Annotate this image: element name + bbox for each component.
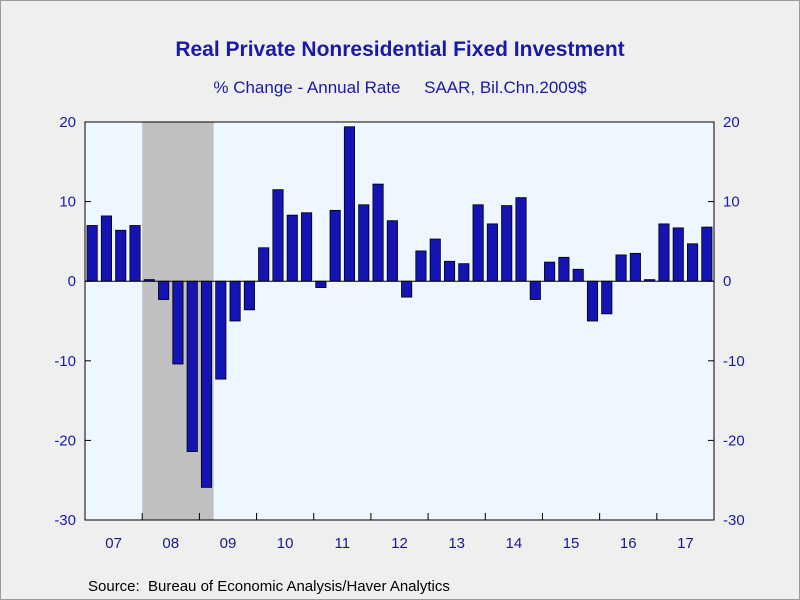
bar-2015Q1 [544,261,556,282]
x-tick-label: 14 [506,535,523,552]
y-tick-label-left: 0 [68,273,76,290]
bar-2016Q2 [615,254,627,282]
bar-2008Q4 [186,280,198,452]
x-tick-label: 10 [277,535,294,552]
bar-2010Q4 [301,212,313,282]
bar-2012Q2 [386,220,398,282]
source-note: Source: Bureau of Economic Analysis/Have… [88,578,450,595]
y-tick-label-left: -30 [54,512,76,529]
bar-2015Q2 [558,256,570,282]
plot-border [84,121,715,521]
y-tick-label-right: 10 [723,194,740,211]
bar-2010Q2 [272,189,284,282]
bar-2015Q3 [572,268,584,282]
y-tick-label-left: -10 [54,353,76,370]
bar-2016Q1 [601,280,613,315]
bar-2013Q2 [443,260,456,282]
bar-2009Q2 [215,280,227,380]
bar-2015Q4 [586,280,599,322]
bar-2009Q1 [200,280,213,488]
bar-2013Q1 [429,238,441,282]
x-tick-label: 12 [391,535,408,552]
y-tick-label-left: 20 [59,114,76,131]
bar-2011Q1 [315,280,327,288]
x-tick-label: 09 [220,535,237,552]
bar-2017Q1 [658,223,670,282]
bar-2014Q2 [501,205,513,282]
x-tick-label: 17 [677,535,694,552]
bar-2010Q1 [258,247,270,282]
bar-2013Q3 [458,263,470,282]
bar-2007Q3 [115,229,127,282]
bar-2007Q1 [86,225,98,282]
bar-2012Q4 [415,250,427,282]
x-tick-label: 07 [105,535,122,552]
bar-2008Q2 [158,280,170,300]
bar-2013Q4 [472,204,484,282]
bar-2014Q4 [529,280,541,300]
bar-2007Q4 [129,225,141,282]
y-tick-label-right: -10 [723,353,745,370]
chart-title: Real Private Nonresidential Fixed Invest… [175,38,625,61]
y-tick-label-right: -20 [723,432,745,449]
x-tick-label: 13 [448,535,465,552]
bar-2009Q4 [243,280,255,311]
chart-subtitle: % Change - Annual Rate SAAR, Bil.Chn.200… [213,78,587,97]
x-tick-label: 11 [335,535,351,552]
bar-2008Q3 [172,280,184,365]
bar-2014Q1 [486,223,498,282]
bar-2009Q3 [229,280,241,322]
y-tick-label-left: 10 [59,194,76,211]
bar-2017Q2 [672,227,684,282]
y-tick-label-left: -20 [54,432,76,449]
bar-2012Q1 [372,183,384,282]
x-tick-label: 15 [563,535,580,552]
bar-2014Q3 [515,197,527,282]
bar-2010Q3 [286,214,298,282]
y-tick-label-right: -30 [723,512,745,529]
x-tick-label: 08 [162,535,179,552]
bar-2011Q2 [329,209,341,282]
x-tick-label: 16 [620,535,637,552]
bar-2017Q4 [701,226,713,282]
y-tick-label-right: 0 [723,273,731,290]
y-tick-label-right: 20 [723,114,740,131]
bar-2011Q3 [343,126,356,282]
bar-2007Q2 [100,215,112,282]
bar-2011Q4 [358,204,370,282]
bar-2012Q3 [401,280,413,298]
bar-2016Q3 [629,252,641,282]
bar-2017Q3 [687,243,699,282]
